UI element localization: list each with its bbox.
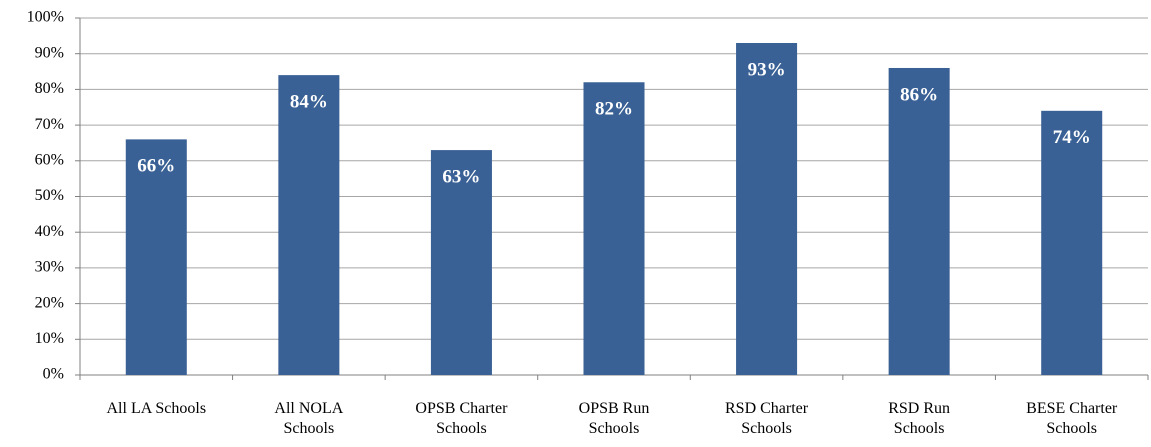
x-tick-label: OPSB Charter Schools bbox=[415, 400, 508, 437]
bar bbox=[583, 82, 645, 375]
y-tick-label: 60% bbox=[35, 151, 64, 168]
y-tick-label: 90% bbox=[35, 44, 64, 61]
x-tick-label: BESE Charter Schools bbox=[1026, 400, 1118, 437]
data-label: 63% bbox=[442, 166, 480, 187]
bar bbox=[125, 139, 187, 375]
y-tick-label: 70% bbox=[35, 116, 64, 133]
bar bbox=[278, 75, 340, 376]
x-tick-label: All LA Schools bbox=[106, 400, 207, 417]
y-tick-label: 80% bbox=[35, 80, 64, 97]
bar bbox=[430, 150, 492, 375]
x-tick-label: All NOLA Schools bbox=[274, 400, 344, 437]
x-tick-label: RSD Charter Schools bbox=[725, 400, 809, 437]
bar bbox=[888, 67, 950, 375]
y-tick-label: 20% bbox=[35, 294, 64, 311]
data-label: 86% bbox=[900, 84, 938, 105]
x-tick-label: OPSB Run Schools bbox=[578, 400, 650, 437]
bar bbox=[736, 42, 798, 376]
x-tick-label: RSD Run Schools bbox=[888, 400, 951, 437]
data-label: 84% bbox=[290, 91, 328, 112]
y-tick-label: 100% bbox=[27, 9, 64, 26]
data-label: 74% bbox=[1053, 127, 1091, 148]
y-tick-label: 0% bbox=[43, 366, 64, 383]
y-tick-label: 10% bbox=[35, 330, 64, 347]
data-label: 93% bbox=[748, 59, 786, 80]
bar bbox=[1041, 110, 1103, 375]
y-tick-label: 40% bbox=[35, 223, 64, 240]
data-label: 66% bbox=[137, 156, 175, 177]
y-tick-label: 50% bbox=[35, 187, 64, 204]
y-tick-label: 30% bbox=[35, 259, 64, 276]
data-label: 82% bbox=[595, 99, 633, 120]
